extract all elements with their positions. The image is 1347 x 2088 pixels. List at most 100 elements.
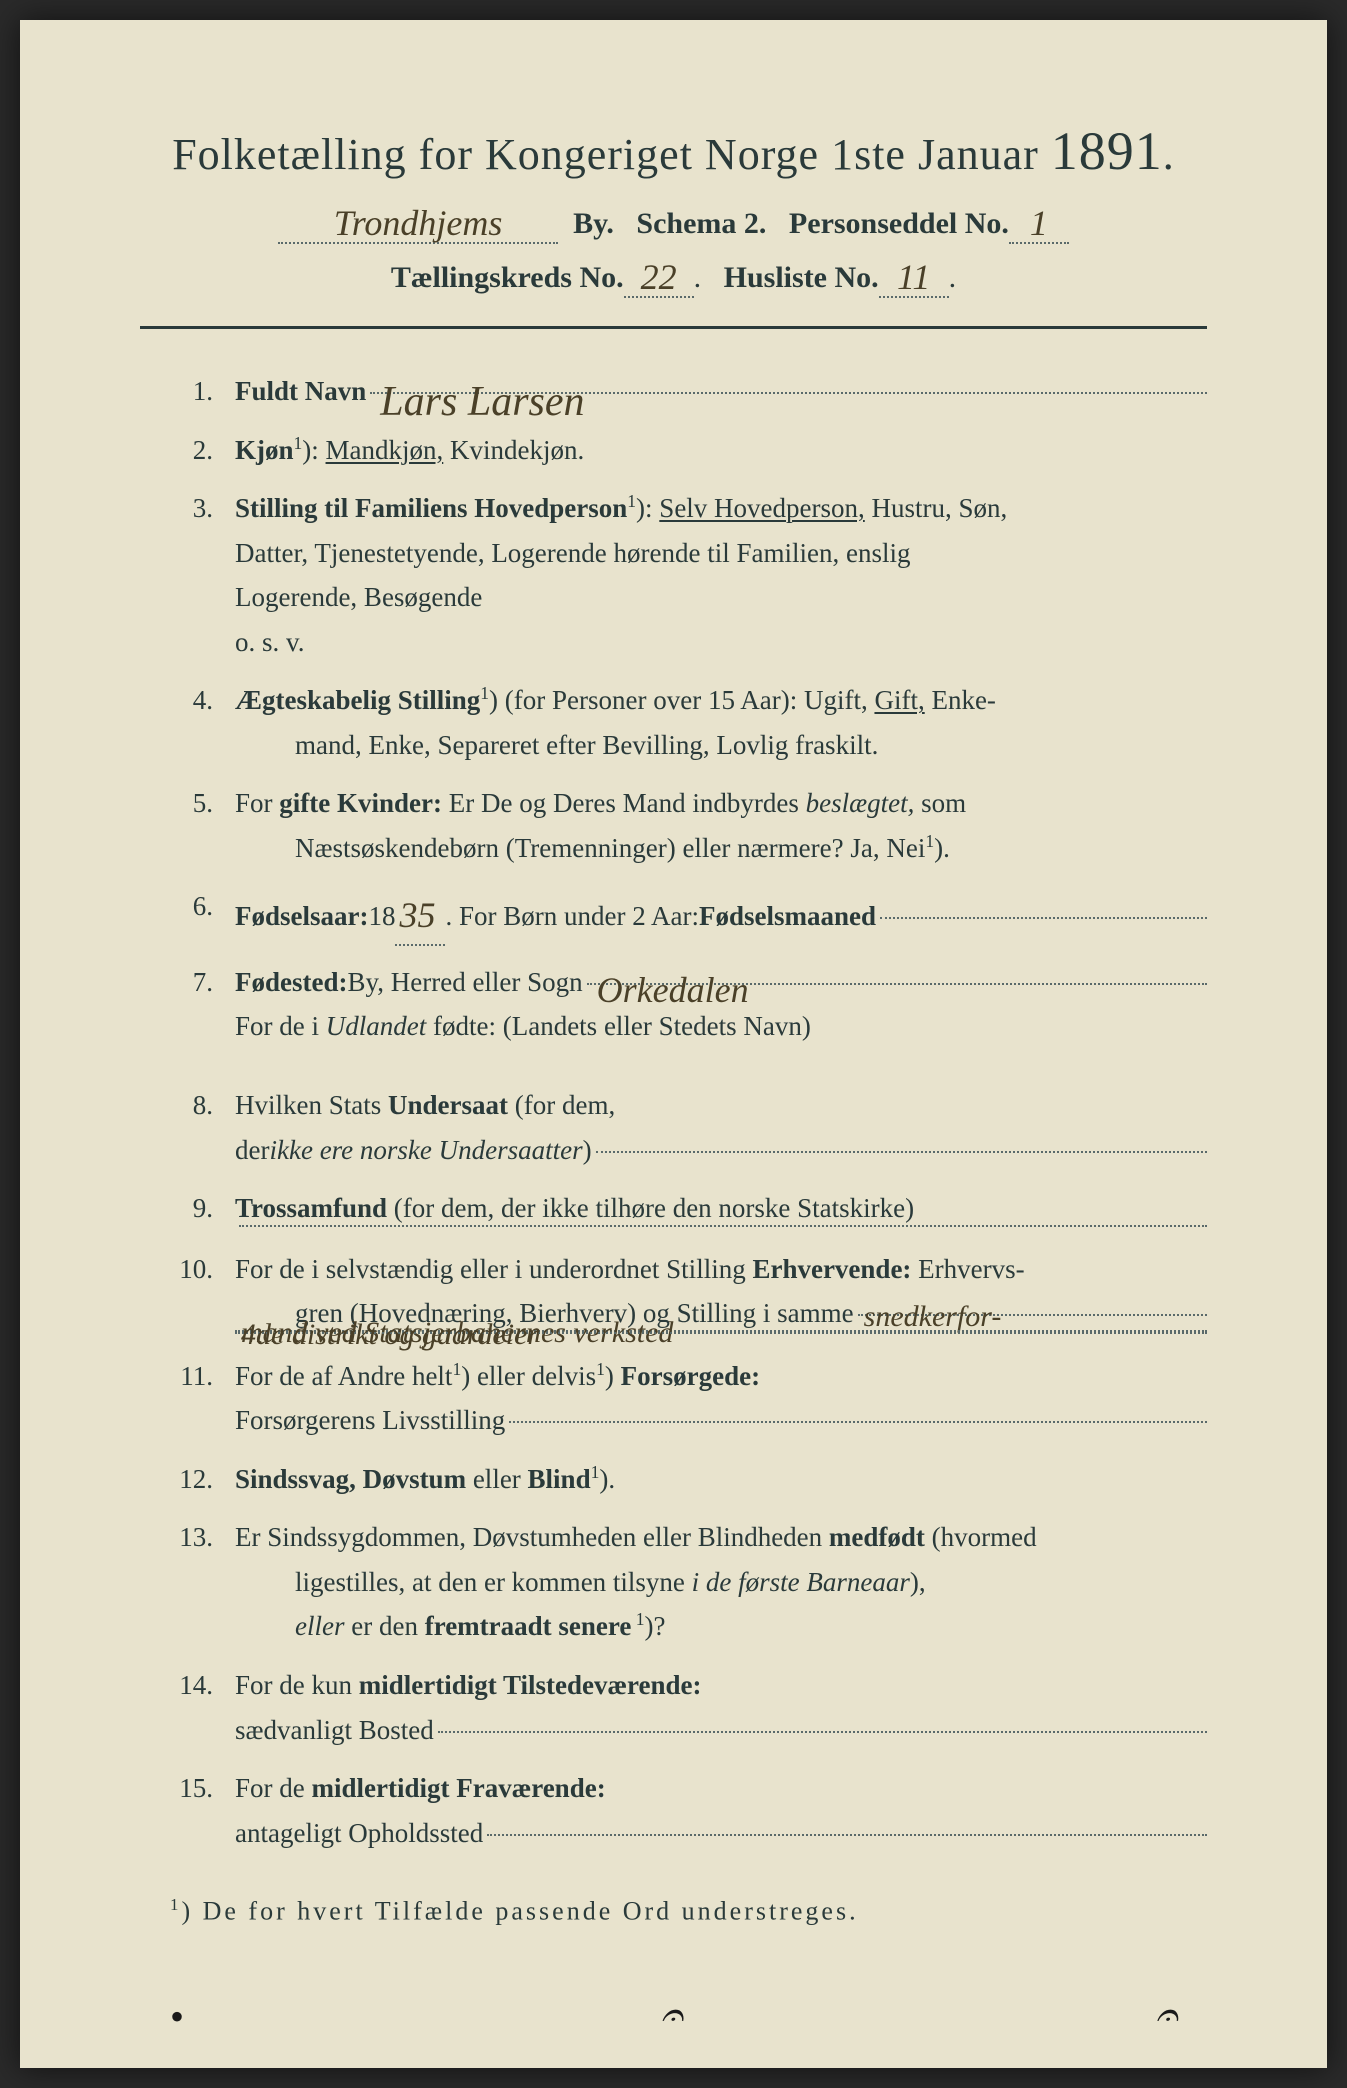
person-no-field: 1 [1009, 200, 1069, 244]
line-4-2: mand, Enke, Separeret efter Bevilling, L… [235, 723, 878, 768]
title-year: 1891 [1051, 121, 1163, 181]
item-15: 15. For de midlertidigt Fraværende: anta… [160, 1766, 1207, 1855]
l5b: gifte Kvinder: [279, 788, 442, 818]
content-15: For de midlertidigt Fraværende: antageli… [235, 1766, 1207, 1855]
l5-2b: ). [934, 833, 950, 863]
opts-4b: Enke- [925, 685, 996, 715]
label-6b: Fødselsmaaned [699, 894, 876, 939]
num-7: 7. [160, 960, 235, 1049]
l8b: Undersaat [388, 1090, 508, 1120]
i7: Udlandet [326, 1011, 427, 1041]
t7a: By, Herred eller Sogn [347, 960, 582, 1005]
opts-2-rest: Kvindekjøn. [450, 435, 584, 465]
item-1: 1. Fuldt Navn Lars Larsen [160, 369, 1207, 414]
kreds-no: 22 [641, 257, 677, 297]
line-3-3: Logerende, Besøgende [235, 582, 482, 612]
paren-4: (for Personer over 15 Aar): [498, 685, 804, 715]
line-8-2: der ikke ere norske Undersaatter) [235, 1128, 1207, 1173]
l8-2b: ) [583, 1128, 592, 1173]
schema-label: Schema 2. [636, 207, 766, 240]
item-8: 8. Hvilken Stats Undersaat (for dem, der… [160, 1083, 1207, 1172]
form-header: Folketælling for Kongeriget Norge 1ste J… [110, 120, 1237, 298]
sup-4: 1 [480, 683, 489, 703]
content-8: Hvilken Stats Undersaat (for dem, der ik… [235, 1083, 1207, 1172]
title-dot: . [1163, 130, 1175, 179]
subject-field [596, 1151, 1207, 1153]
num-14: 14. [160, 1663, 235, 1752]
l11b: ) eller delvis [461, 1361, 596, 1391]
num-5: 5. [160, 781, 235, 870]
line-13-3: eller er den fremtraadt senere 1)? [235, 1604, 666, 1649]
label-1: Fuldt Navn [235, 369, 366, 414]
item-6: 6. Fødselsaar: 1835. For Børn under 2 Aa… [160, 884, 1207, 945]
label-2: Kjøn [235, 435, 294, 465]
line-7-1: Fødested: By, Herred eller Sogn Orkedale… [235, 960, 1207, 1005]
l11a: For de af Andre helt [235, 1361, 452, 1391]
l14-2: sædvanligt Bosted [235, 1708, 434, 1753]
whereabouts-field [487, 1834, 1207, 1836]
line-14-2: sædvanligt Bosted [235, 1708, 1207, 1753]
l13-3b: er den [344, 1611, 424, 1641]
l13-2a: ligestilles, at den er kommen tilsyne [295, 1567, 692, 1597]
num-10: 10. [160, 1247, 235, 1340]
rest-3a: Hustru, Søn, [865, 493, 1008, 523]
sel-3: Selv Hovedperson, [659, 493, 864, 523]
content-6: Fødselsaar: 1835. For Børn under 2 Aar: … [235, 884, 1207, 945]
line-3-4: o. s. v. [235, 627, 305, 657]
b13b: fremtraadt senere [425, 1611, 632, 1641]
husliste-label: Husliste No. [724, 261, 879, 294]
husliste-no: 11 [897, 257, 930, 297]
census-form-page: Folketælling for Kongeriget Norge 1ste J… [20, 20, 1327, 2068]
person-label: Personseddel No. [789, 207, 1009, 240]
l10c: Erhvervs- [911, 1254, 1024, 1284]
name-value: Lars Larsen [380, 368, 584, 437]
b15: midlertidigt Fraværende: [312, 1773, 606, 1803]
sup-3: 1 [627, 491, 636, 511]
l13b: (hvormed [925, 1522, 1037, 1552]
content-4: Ægteskabelig Stilling1) (for Personer ov… [235, 678, 1207, 767]
content-13: Er Sindssygdommen, Døvstumheden eller Bl… [235, 1515, 1207, 1649]
l8a: Hvilken Stats [235, 1090, 388, 1120]
item-7: 7. Fødested: By, Herred eller Sogn Orked… [160, 960, 1207, 1049]
footnote: 1) De for hvert Tilfælde passende Ord un… [110, 1895, 1237, 1927]
person-no: 1 [1030, 203, 1048, 243]
l13-2b: ), [910, 1567, 926, 1597]
provider-field [509, 1421, 1207, 1423]
content-14: For de kun midlertidigt Tilstedeværende:… [235, 1663, 1207, 1752]
l14a: For de kun [235, 1670, 359, 1700]
blemish-mid: 𝄐 [660, 1991, 682, 2038]
residence-field [438, 1731, 1207, 1733]
birthplace-field: Orkedalen [587, 983, 1207, 985]
l7-2a: For de i [235, 1011, 326, 1041]
mid-6: . For Børn under 2 Aar: [445, 894, 698, 939]
item-4: 4. Ægteskabelig Stilling1) (for Personer… [160, 678, 1207, 767]
num-15: 15. [160, 1766, 235, 1855]
item-10: 10. For de i selvstændig eller i underor… [160, 1247, 1207, 1340]
month-field [880, 917, 1207, 919]
end-12: ). [599, 1464, 615, 1494]
label-9: Trossamfund [235, 1193, 387, 1223]
sel-2: Mandkjøn, [326, 435, 444, 465]
line-3-2: Datter, Tjenestetyende, Logerende hørend… [235, 538, 910, 568]
sup-5: 1 [925, 831, 934, 851]
item-5: 5. For gifte Kvinder: Er De og Deres Man… [160, 781, 1207, 870]
opts-4a: Ugift, [804, 685, 875, 715]
num-8: 8. [160, 1083, 235, 1172]
b13a: medfødt [829, 1522, 925, 1552]
num-4: 4. [160, 678, 235, 767]
num-9: 9. [160, 1186, 235, 1233]
occ-field-3: 4de distrikt og gaardeier [235, 1332, 1207, 1334]
line-11-2: Forsørgerens Livsstilling [235, 1398, 1207, 1443]
fn-sup: 1 [170, 1895, 181, 1914]
year-field: 35 [395, 884, 445, 945]
l8-2a: der [235, 1128, 269, 1173]
content-5: For gifte Kvinder: Er De og Deres Mand i… [235, 781, 1207, 870]
l5a: For [235, 788, 279, 818]
city-field: Trondhjems [278, 200, 558, 244]
husliste-field: 11 [879, 254, 949, 298]
num-6: 6. [160, 884, 235, 945]
by-label: By. [573, 207, 614, 240]
spacer-1 [160, 1063, 1207, 1083]
l11c: ) [605, 1361, 621, 1391]
t5b: som [914, 788, 966, 818]
